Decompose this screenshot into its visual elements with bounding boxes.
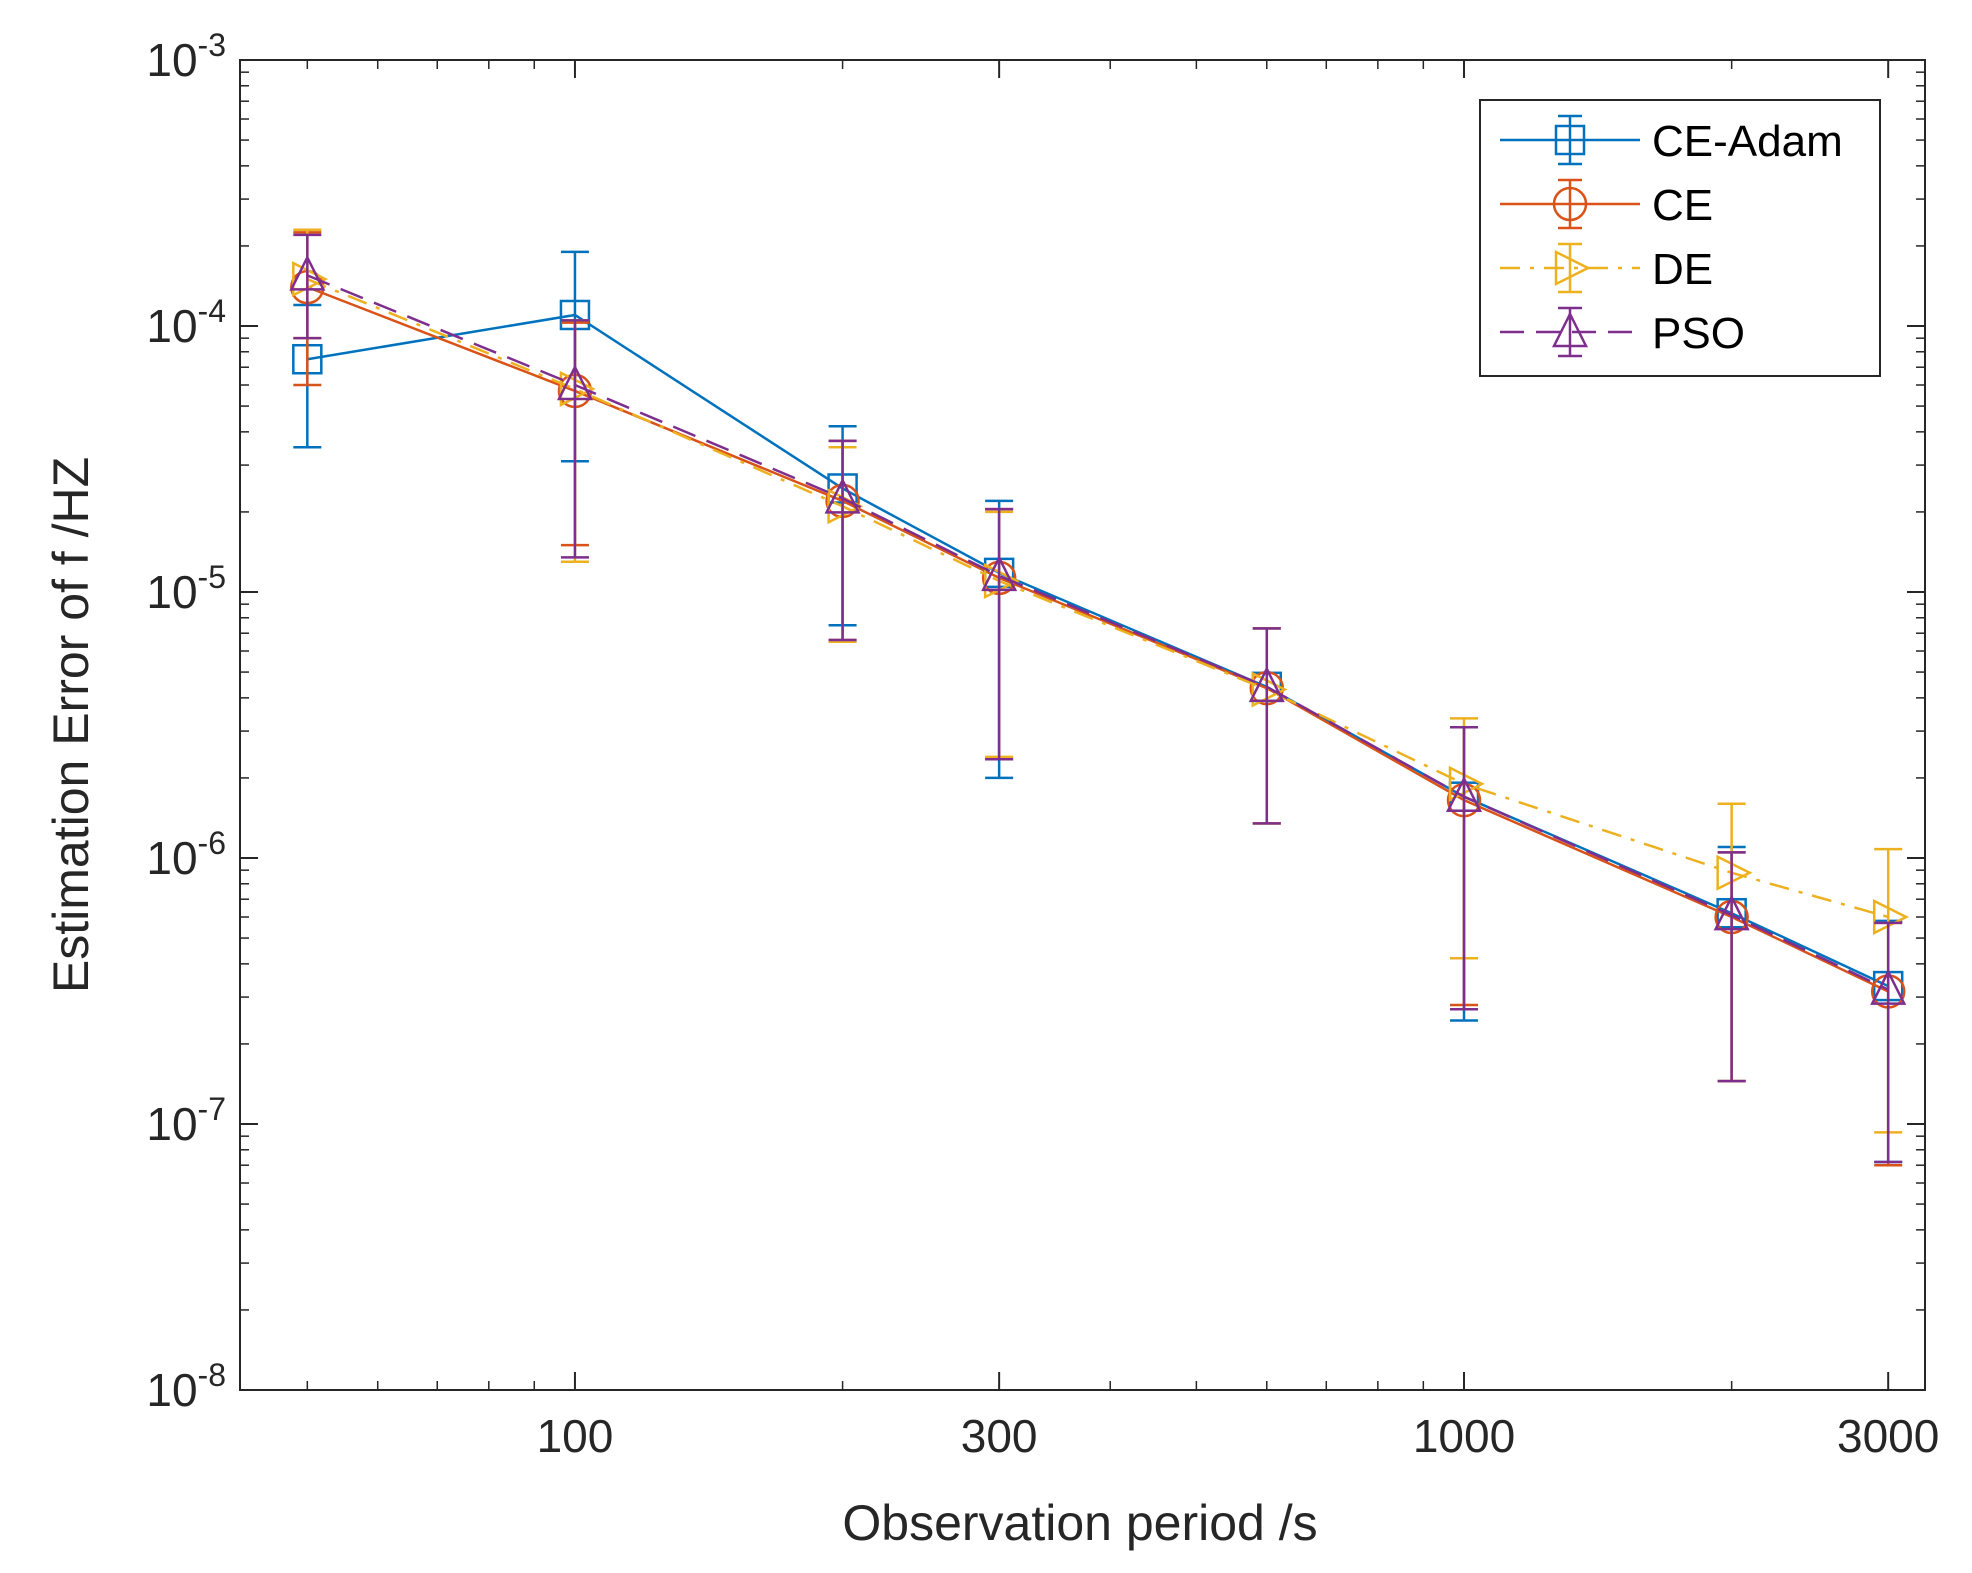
pso-line (306, 274, 1889, 991)
de-marker (1872, 898, 1909, 936)
plot-frame (239, 59, 1926, 1391)
legend-label: DE (1652, 245, 1713, 294)
de-marker (559, 370, 596, 407)
pso-marker (1445, 775, 1483, 812)
legend-entry-pso: PSO (1500, 306, 1745, 358)
pso-marker (556, 364, 593, 401)
de-marker (292, 261, 329, 298)
legend-marker (1554, 249, 1591, 287)
y-tick-label: 10-7 (146, 1091, 226, 1150)
pso-marker (1870, 968, 1907, 1005)
x-tick-label: 300 (961, 1410, 1038, 1462)
y-tick-label: 10-5 (146, 559, 226, 618)
legend-marker (1552, 186, 1588, 222)
legend[interactable]: CE-Adam CE DE PSO (1479, 99, 1881, 377)
legend-label: CE (1652, 181, 1713, 230)
x-tick-label: 3000 (1837, 1410, 1939, 1462)
legend-box (1479, 99, 1881, 377)
axes-layer: 100 300 1000 3000 10-8 10-7 10-6 10-5 10-4 10-3 (146, 27, 1939, 1462)
legend-label: CE-Adam (1652, 117, 1843, 166)
pso-marker (1713, 894, 1750, 931)
x-tick-label: 1000 (1413, 1410, 1515, 1462)
pso-marker (981, 555, 1018, 592)
y-tick-label: 10-4 (146, 293, 226, 352)
pso-marker (824, 477, 861, 514)
x-tick-label: 100 (537, 1410, 614, 1462)
pso-marker (1248, 666, 1285, 703)
series-pso (289, 233, 1907, 1164)
legend-marker (1551, 311, 1589, 348)
legend-marker (1554, 124, 1586, 156)
de-line (306, 278, 1889, 919)
pso-marker (289, 254, 326, 291)
de-marker (1716, 854, 1753, 891)
legend-entry-ce: CE (1500, 178, 1713, 230)
y-axis-label: Estimation Error of f /HZ (43, 457, 99, 993)
legend-entry-ce-adam: CE-Adam (1500, 114, 1843, 166)
x-axis-label: Observation period /s (842, 1495, 1317, 1551)
y-tick-label: 10-6 (146, 825, 226, 884)
y-tick-label: 10-8 (146, 1357, 226, 1416)
legend-label: PSO (1652, 309, 1745, 358)
series-layer (289, 228, 1909, 1167)
minor-ticks (240, 60, 1925, 1390)
legend-entry-de: DE (1500, 242, 1713, 294)
y-tick-label: 10-3 (146, 27, 226, 86)
ce-adam-line (307, 313, 1889, 988)
de-marker (1448, 765, 1485, 802)
de-marker (1251, 671, 1288, 708)
